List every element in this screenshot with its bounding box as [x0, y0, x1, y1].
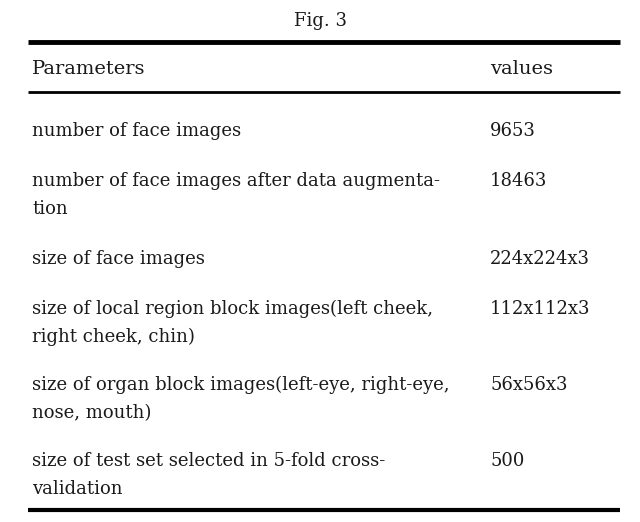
- Text: number of face images: number of face images: [32, 122, 241, 140]
- Text: size of local region block images(left cheek,: size of local region block images(left c…: [32, 300, 433, 318]
- Text: 500: 500: [490, 453, 524, 470]
- Text: tion: tion: [32, 199, 68, 218]
- Text: validation: validation: [32, 480, 122, 497]
- Text: Parameters: Parameters: [32, 60, 145, 78]
- Text: 18463: 18463: [490, 172, 547, 191]
- Text: Fig. 3: Fig. 3: [294, 12, 346, 30]
- Text: size of face images: size of face images: [32, 250, 205, 268]
- Text: nose, mouth): nose, mouth): [32, 404, 152, 422]
- Text: number of face images after data augmenta-: number of face images after data augment…: [32, 172, 440, 191]
- Text: 224x224x3: 224x224x3: [490, 250, 590, 268]
- Text: values: values: [490, 60, 553, 78]
- Text: right cheek, chin): right cheek, chin): [32, 327, 195, 346]
- Text: 112x112x3: 112x112x3: [490, 300, 591, 318]
- Text: size of test set selected in 5-fold cross-: size of test set selected in 5-fold cros…: [32, 453, 385, 470]
- Text: 9653: 9653: [490, 122, 536, 140]
- Text: 56x56x3: 56x56x3: [490, 376, 568, 394]
- Text: size of organ block images(left-eye, right-eye,: size of organ block images(left-eye, rig…: [32, 376, 449, 395]
